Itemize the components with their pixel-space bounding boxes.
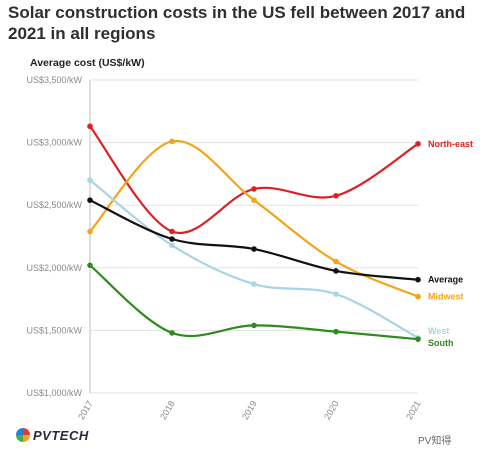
data-point-north-east — [169, 228, 175, 235]
y-tick-label: US$3,000/kW — [26, 138, 82, 148]
data-point-midwest — [251, 197, 257, 203]
data-point-midwest — [169, 138, 175, 145]
x-tick-label: 2020 — [322, 399, 341, 421]
data-point-average — [333, 268, 339, 274]
data-point-north-east — [333, 193, 339, 199]
data-point-average — [251, 246, 257, 252]
data-point-west — [87, 177, 93, 183]
series-label-north-east: North-east — [428, 139, 473, 149]
data-point-average — [87, 197, 93, 203]
x-tick-label: 2018 — [158, 399, 177, 421]
series-lines — [89, 125, 419, 341]
data-point-north-east — [251, 186, 257, 192]
series-label-south: South — [428, 338, 454, 348]
data-point-south — [251, 322, 257, 329]
x-tick-label: 2017 — [76, 399, 95, 421]
y-tick-label: US$2,000/kW — [26, 263, 82, 273]
series-line-north-east — [89, 125, 419, 235]
data-point-midwest — [415, 293, 421, 300]
x-tick-label: 2019 — [240, 399, 259, 421]
data-point-south — [87, 262, 93, 269]
data-point-north-east — [415, 141, 421, 147]
y-tick-label: US$1,000/kW — [26, 388, 82, 398]
data-point-midwest — [333, 258, 339, 265]
data-point-average — [169, 236, 175, 242]
y-tick-labels: US$1,000/kW US$1,500/kW US$2,000/kW US$2,50… — [26, 75, 82, 398]
data-point-west — [251, 281, 257, 287]
series-label-average: Average — [428, 275, 463, 285]
data-point-south — [333, 328, 339, 335]
y-tick-label: US$1,500/kW — [26, 325, 82, 335]
data-point-west — [169, 242, 175, 249]
y-tick-label: US$3,500/kW — [26, 75, 82, 85]
y-axis-label: Average cost (US$/kW) — [30, 57, 145, 69]
series-label-midwest: Midwest — [428, 292, 464, 302]
data-point-north-east — [87, 123, 93, 130]
pvtech-logo-icon — [16, 428, 30, 442]
series-label-west: West — [428, 326, 449, 336]
series-points — [87, 123, 421, 342]
data-point-average — [415, 276, 421, 283]
series-line-midwest — [89, 139, 419, 298]
data-point-midwest — [87, 228, 93, 235]
gridlines — [89, 79, 418, 394]
x-tick-labels: 2017 2018 2019 2020 2021 — [76, 399, 423, 421]
y-tick-label: US$2,500/kW — [26, 200, 82, 210]
watermark: PV知得 — [418, 436, 452, 447]
data-point-south — [169, 330, 175, 336]
chart-title: Solar construction costs in the US fell … — [8, 3, 466, 43]
data-point-west — [333, 291, 339, 297]
series-labels: North-east Midwest West Average South — [428, 139, 473, 348]
logo-text: PVTECH — [33, 428, 89, 443]
series-line-west — [89, 179, 419, 339]
data-point-south — [415, 336, 421, 342]
x-tick-label: 2021 — [404, 399, 423, 421]
pvtech-logo: PVTECH — [16, 428, 89, 443]
